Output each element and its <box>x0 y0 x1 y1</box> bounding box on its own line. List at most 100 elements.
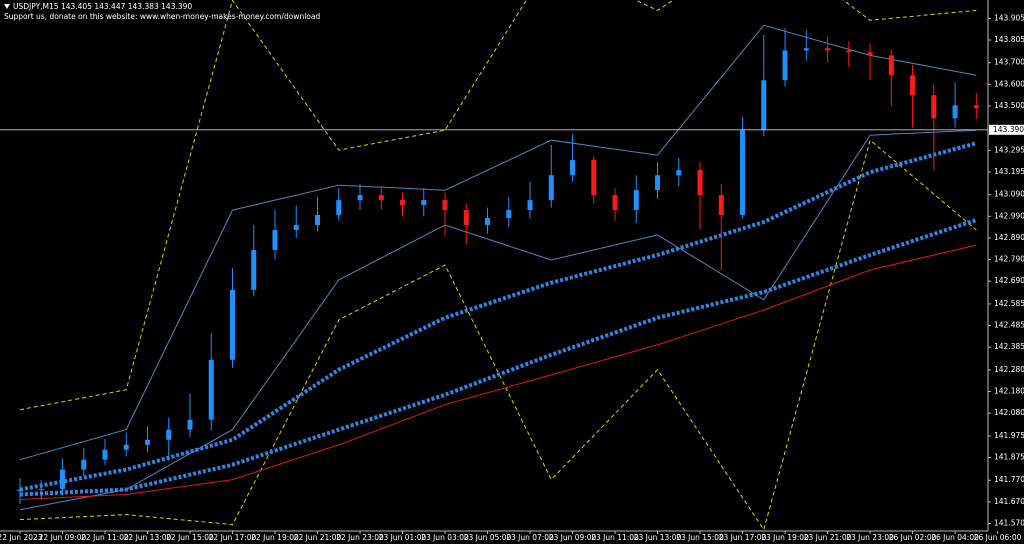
y-tick-label: 142.385 <box>994 342 1024 351</box>
indicator-line <box>19 141 977 492</box>
y-tick-label: 142.180 <box>994 387 1024 396</box>
indicator-line <box>19 218 977 497</box>
candle-body <box>400 200 406 206</box>
y-tick-label: 143.805 <box>994 35 1024 44</box>
candle-body <box>102 449 108 460</box>
candle-body <box>973 105 979 109</box>
x-tick-label: 22 Jun 15:00 <box>166 533 214 542</box>
y-tick-label: 143.195 <box>994 167 1024 176</box>
candle-body <box>612 195 618 211</box>
y-tick-label: 143.295 <box>994 145 1024 154</box>
y-tick-label: 142.890 <box>994 233 1024 242</box>
x-tick-label: 22 Jun 21:00 <box>294 533 342 542</box>
x-tick-label: 26 Jun 06:00 <box>974 533 1022 542</box>
x-tick-label: 23 Jun 01:00 <box>379 533 427 542</box>
x-tick-label: 22 Jun 19:00 <box>251 533 299 542</box>
x-tick-label: 23 Jun 13:00 <box>634 533 682 542</box>
candle-body <box>166 429 172 440</box>
y-tick-label: 141.570 <box>994 519 1024 528</box>
indicator-line <box>19 0 977 411</box>
notice: Support us, donate on this website: www.… <box>4 12 320 21</box>
candle-body <box>931 95 937 119</box>
symbol-info: USDJPY,M15 143.405 143.447 143.383 143.3… <box>13 2 192 11</box>
candle-body <box>718 195 724 216</box>
candle-body <box>548 175 554 201</box>
y-tick-label: 142.485 <box>994 321 1024 330</box>
y-tick-label: 143.090 <box>994 190 1024 199</box>
candle-body <box>888 55 894 76</box>
y-tick-label: 141.670 <box>994 497 1024 506</box>
menu-icon[interactable] <box>4 4 10 9</box>
x-tick-label: 22 Jun 23:00 <box>336 533 384 542</box>
candle-body <box>761 80 767 131</box>
y-tick-label: 142.690 <box>994 276 1024 285</box>
indicator-line <box>19 244 977 500</box>
candle-body <box>59 469 65 489</box>
indicator-line <box>19 24 977 461</box>
y-tick-label: 142.280 <box>994 365 1024 374</box>
candle-body <box>740 130 746 216</box>
candle-body <box>17 489 23 492</box>
x-tick-label: 23 Jun 21:00 <box>804 533 852 542</box>
x-tick-label: 23 Jun 03:00 <box>421 533 469 542</box>
x-tick-label: 23 Jun 09:00 <box>549 533 597 542</box>
candle-body <box>357 195 363 201</box>
candle-body <box>315 215 321 225</box>
candle-body <box>697 170 703 196</box>
candle-body <box>293 224 299 230</box>
indicator-line <box>19 129 977 511</box>
candle-body <box>229 289 235 360</box>
x-tick-label: 26 Jun 02:00 <box>889 533 937 542</box>
x-tick-label: 22 Jun 13:00 <box>124 533 172 542</box>
x-tick-label: 23 Jun 17:00 <box>719 533 767 542</box>
y-tick-label: 141.975 <box>994 431 1024 440</box>
candle-body <box>867 52 873 56</box>
x-tick-label: 22 Jun 09:00 <box>39 533 87 542</box>
candle-body <box>251 250 257 290</box>
candle-body <box>910 75 916 96</box>
y-tick-label: 141.875 <box>994 453 1024 462</box>
y-tick-label: 142.080 <box>994 408 1024 417</box>
x-tick-label: 23 Jun 19:00 <box>761 533 809 542</box>
candle-body <box>846 50 852 53</box>
y-tick-label: 143.600 <box>994 79 1024 88</box>
candle-body <box>81 459 87 470</box>
current-price-tag <box>989 124 1024 135</box>
candle-body <box>123 444 129 450</box>
candle-body <box>527 200 533 211</box>
candle-body <box>655 175 661 191</box>
candle-body <box>421 200 427 206</box>
candle-body <box>272 229 278 251</box>
candle-body <box>825 48 831 51</box>
candle-body <box>570 160 576 176</box>
candle-body <box>952 105 958 119</box>
candle-body <box>144 439 150 445</box>
indicators <box>19 0 977 530</box>
candle-body <box>782 50 788 81</box>
candle-body <box>187 419 193 430</box>
candle-body <box>676 170 682 176</box>
y-tick-label: 141.770 <box>994 475 1024 484</box>
x-tick-label: 22 Jun 17:00 <box>209 533 257 542</box>
current-price-label: 143.390 <box>993 125 1024 134</box>
y-tick-label: 142.790 <box>994 255 1024 264</box>
candle-body <box>633 190 639 211</box>
axes: 143.905 143.805 143.700 143.600 143.500 143.2… <box>0 13 1024 542</box>
candle-body <box>591 160 597 196</box>
x-tick-label: 23 Jun 23:00 <box>846 533 894 542</box>
x-tick-label: 23 Jun 15:00 <box>676 533 724 542</box>
x-tick-label: 23 Jun 05:00 <box>464 533 512 542</box>
candle-body <box>442 200 448 211</box>
candle-body <box>336 200 342 216</box>
y-tick-label: 143.905 <box>994 13 1024 22</box>
y-tick-label: 143.500 <box>994 101 1024 110</box>
candle-body <box>506 210 512 219</box>
candle-body <box>803 48 809 51</box>
y-tick-label: 143.700 <box>994 58 1024 67</box>
candle-body <box>38 488 44 490</box>
candle-body <box>208 359 214 420</box>
candle-body <box>378 195 384 201</box>
